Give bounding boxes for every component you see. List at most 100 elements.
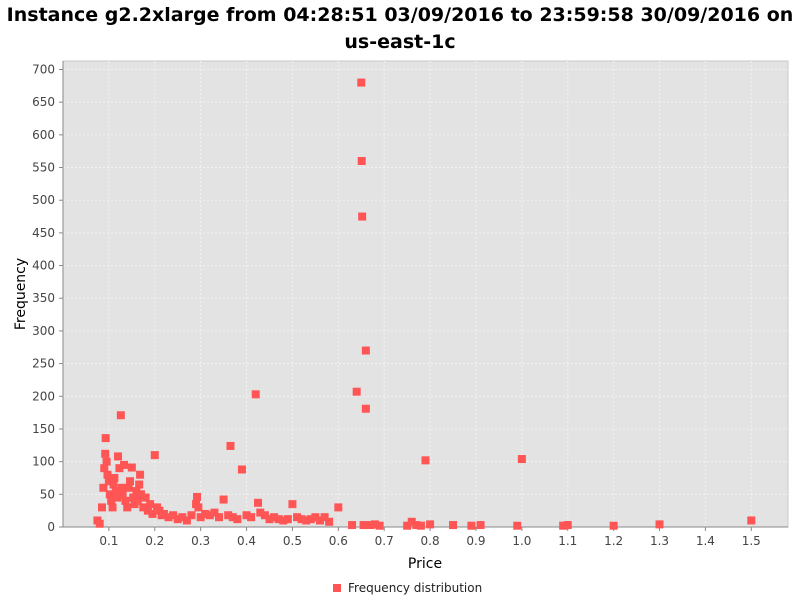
data-point xyxy=(421,456,430,465)
legend-swatch xyxy=(333,584,341,592)
y-tick-label: 150 xyxy=(32,422,55,436)
data-point xyxy=(121,496,130,505)
data-point xyxy=(371,520,380,529)
y-tick-label: 100 xyxy=(32,455,55,469)
data-point xyxy=(256,508,265,517)
x-tick-label: 1.0 xyxy=(512,534,531,548)
data-point xyxy=(359,521,368,530)
data-point xyxy=(124,483,133,492)
x-tick-label: 0.8 xyxy=(421,534,440,548)
x-tick-label: 0.3 xyxy=(191,534,210,548)
data-point xyxy=(201,509,210,518)
data-point xyxy=(449,521,458,530)
data-point xyxy=(320,513,329,522)
data-point xyxy=(115,464,124,473)
data-point xyxy=(747,516,756,525)
data-point xyxy=(127,463,136,472)
data-point xyxy=(98,503,107,512)
data-point xyxy=(358,212,367,221)
data-point xyxy=(357,78,366,87)
data-point xyxy=(219,495,228,504)
data-point xyxy=(105,490,114,499)
data-point xyxy=(135,480,144,489)
data-point xyxy=(270,513,279,522)
data-point xyxy=(110,473,119,482)
data-point xyxy=(279,516,288,525)
data-point xyxy=(306,515,315,524)
data-point xyxy=(407,517,416,526)
data-point xyxy=(297,515,306,524)
data-point xyxy=(228,513,237,522)
data-point xyxy=(361,404,370,413)
chart-title: Instance g2.2xlarge from 04:28:51 03/09/… xyxy=(6,4,794,53)
data-point xyxy=(334,503,343,512)
data-point xyxy=(111,487,120,496)
data-point xyxy=(283,515,292,524)
data-point xyxy=(118,490,127,499)
data-point xyxy=(132,487,141,496)
data-point xyxy=(108,503,117,512)
data-point xyxy=(192,492,201,501)
data-point xyxy=(210,508,219,517)
x-tick-label: 0.9 xyxy=(466,534,485,548)
data-point xyxy=(563,521,572,530)
data-point xyxy=(247,513,256,522)
data-point xyxy=(129,493,138,502)
data-point xyxy=(139,503,148,512)
data-point xyxy=(412,521,421,530)
data-point xyxy=(655,520,664,529)
y-axis-label: Frequency xyxy=(13,258,29,330)
data-point xyxy=(143,506,152,515)
data-point xyxy=(517,455,526,464)
x-tick-label: 0.2 xyxy=(145,534,164,548)
x-tick-label: 1.5 xyxy=(742,534,761,548)
data-point xyxy=(375,521,384,530)
data-point xyxy=(137,490,146,499)
data-point xyxy=(315,516,324,525)
data-point xyxy=(352,387,361,396)
data-points xyxy=(93,78,756,530)
x-tick-label: 0.6 xyxy=(329,534,348,548)
x-tick-label: 1.2 xyxy=(604,534,623,548)
y-tick-label: 550 xyxy=(32,161,55,175)
data-point xyxy=(293,513,302,522)
data-point xyxy=(99,483,108,492)
data-point xyxy=(173,515,182,524)
data-point xyxy=(426,520,435,529)
data-point xyxy=(187,511,196,520)
data-point xyxy=(101,449,110,458)
data-point xyxy=(150,451,159,460)
data-point xyxy=(164,513,173,522)
data-point xyxy=(100,464,109,473)
data-point xyxy=(403,521,412,530)
x-tick-label: 1.3 xyxy=(650,534,669,548)
data-point xyxy=(101,434,110,443)
x-tick-label: 0.5 xyxy=(283,534,302,548)
data-point xyxy=(325,517,334,526)
data-point xyxy=(233,515,242,524)
data-point xyxy=(117,483,126,492)
y-tick-label: 700 xyxy=(32,62,55,76)
y-tick-label: 650 xyxy=(32,95,55,109)
data-point xyxy=(95,519,104,528)
x-tick-label: 0.4 xyxy=(237,534,256,548)
data-point xyxy=(274,515,283,524)
data-point xyxy=(237,465,246,474)
data-point xyxy=(103,470,112,479)
data-point xyxy=(133,496,142,505)
data-point xyxy=(226,441,235,450)
data-point xyxy=(109,480,118,489)
data-point xyxy=(609,521,618,530)
data-point xyxy=(125,477,134,486)
data-point xyxy=(288,500,297,509)
data-point xyxy=(141,493,150,502)
data-point xyxy=(348,521,357,530)
data-point xyxy=(513,521,522,530)
data-point xyxy=(416,521,425,530)
data-point xyxy=(107,496,116,505)
data-point xyxy=(205,511,214,520)
data-point xyxy=(104,477,113,486)
data-point xyxy=(169,511,178,520)
data-point xyxy=(265,515,274,524)
y-tick-label: 600 xyxy=(32,128,55,142)
